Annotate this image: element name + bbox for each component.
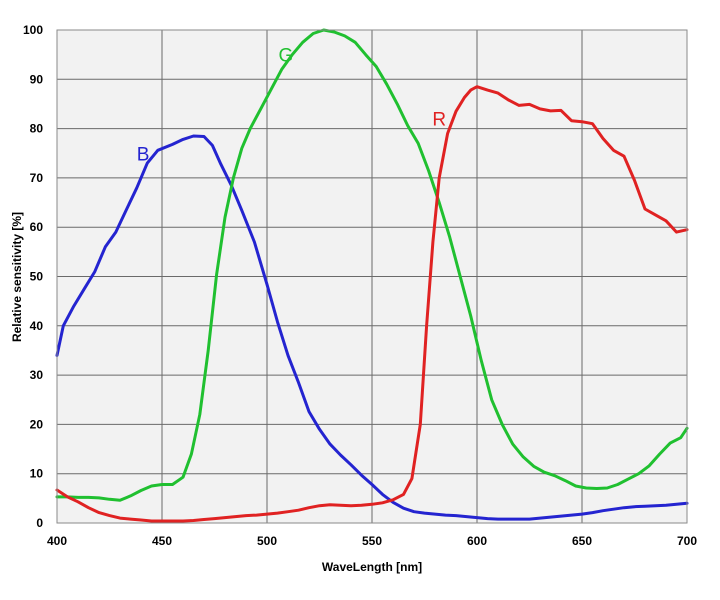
x-axis-title: WaveLength [nm] [322, 560, 422, 574]
y-tick-label: 40 [30, 319, 44, 333]
y-tick-label: 90 [30, 72, 44, 86]
data-series [55, 28, 689, 523]
y-tick-label: 100 [23, 23, 43, 37]
series-labels: B G R [137, 46, 446, 166]
series-line-g [55, 28, 689, 502]
y-tick-label: 60 [30, 220, 44, 234]
y-tick-label: 0 [36, 516, 43, 530]
y-tick-label: 20 [30, 417, 44, 431]
x-tick-label: 650 [572, 534, 592, 548]
x-tick-label: 500 [257, 534, 277, 548]
x-tick-label: 550 [362, 534, 382, 548]
y-tick-label: 10 [30, 467, 44, 481]
series-label-g: G [279, 46, 294, 67]
y-tick-label: 80 [30, 122, 44, 136]
y-tick-label: 30 [30, 368, 44, 382]
series-label-r: R [432, 110, 446, 131]
series-line-r [55, 85, 689, 523]
x-tick-label: 400 [47, 534, 67, 548]
x-tick-label: 600 [467, 534, 487, 548]
plot-border [56, 29, 688, 524]
x-tick-label: 700 [677, 534, 697, 548]
series-label-b: B [137, 144, 150, 165]
series-line-b [55, 134, 689, 521]
x-tick-label: 450 [152, 534, 172, 548]
y-axis-ticks: 0 10 20 30 40 50 60 70 80 90 100 [23, 23, 43, 530]
x-axis-ticks: 400 450 500 550 600 650 700 [47, 534, 697, 548]
y-tick-label: 50 [30, 270, 44, 284]
y-axis-title: Relative sensitivity [%] [10, 212, 24, 342]
y-tick-label: 70 [30, 171, 44, 185]
